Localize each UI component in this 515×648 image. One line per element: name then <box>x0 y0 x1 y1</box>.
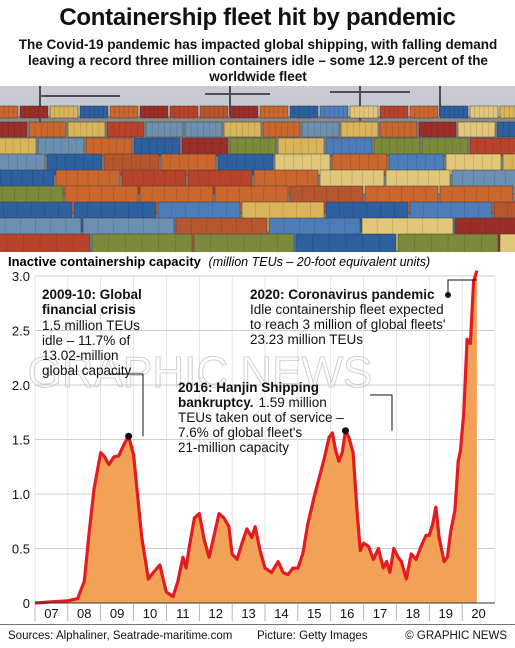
y-tick-label: 1.0 <box>12 487 30 502</box>
container-box <box>499 105 515 119</box>
annotation-line: TEUs taken out of service – <box>178 410 344 425</box>
container-box <box>439 105 469 119</box>
annotation-heading: bankruptcy. 1.59 million <box>178 395 327 410</box>
x-tick-label: 12 <box>208 606 222 621</box>
x-tick-label: 11 <box>176 606 190 621</box>
x-tick-label: 18 <box>406 606 420 621</box>
container-box <box>397 233 499 252</box>
subheadline: The Covid-19 pandemic has impacted globa… <box>18 37 498 84</box>
annotation-line: 7.6% of global fleet's <box>178 425 302 440</box>
annotation-line: Idle containership fleet expected <box>250 302 444 317</box>
container-box <box>457 121 496 138</box>
container-box <box>229 105 259 119</box>
annotation-leader <box>370 394 393 431</box>
y-tick-label: 0.5 <box>12 542 30 557</box>
container-box <box>496 121 515 138</box>
annotation-leader <box>110 373 144 437</box>
sources-credit: Sources: Alphaliner, Seatrade-maritime.c… <box>8 630 233 642</box>
x-tick-label: 07 <box>44 606 58 621</box>
container-box <box>28 121 67 138</box>
container-box <box>91 233 193 252</box>
container-box <box>139 105 169 119</box>
annotation-heading: 2016: Hanjin Shipping <box>178 380 319 395</box>
container-box <box>349 105 379 119</box>
container-box <box>79 105 109 119</box>
container-box <box>289 105 319 119</box>
annotation-leader <box>447 279 477 294</box>
annotation-line: 21-million capacity <box>178 440 289 455</box>
container-box <box>106 121 145 138</box>
x-tick-label: 16 <box>340 606 354 621</box>
annotation-marker <box>342 427 349 435</box>
chart-title-main: Inactive containership capacity <box>8 254 202 269</box>
chart-title: Inactive containership capacity (million… <box>8 254 430 269</box>
x-tick-label: 15 <box>307 606 321 621</box>
container-box <box>145 121 184 138</box>
annotation-line: global capacity <box>42 363 132 378</box>
container-box <box>295 233 397 252</box>
x-tick-label: 13 <box>241 606 255 621</box>
chart-unit-note: (million TEUs – 20-foot equivalent units… <box>209 255 431 269</box>
x-tick-label: 20 <box>471 606 485 621</box>
container-box <box>67 121 106 138</box>
y-tick-label: 2.0 <box>12 378 30 393</box>
container-box <box>379 121 418 138</box>
container-box <box>0 121 28 138</box>
container-box <box>0 105 19 119</box>
container-box <box>379 105 409 119</box>
container-box <box>499 233 515 252</box>
container-box <box>340 121 379 138</box>
annotation-heading: financial crisis <box>42 302 136 317</box>
container-box <box>319 105 349 119</box>
x-tick-label: 19 <box>438 606 452 621</box>
y-tick-label: 1.5 <box>12 433 30 448</box>
annotation-heading: 2020: Coronavirus pandemic <box>250 287 435 302</box>
graphic-news-credit: © GRAPHIC NEWS <box>405 630 507 642</box>
container-box <box>418 121 457 138</box>
container-box <box>19 105 49 119</box>
container-box <box>0 233 91 252</box>
footer: Sources: Alphaliner, Seatrade-maritime.c… <box>0 624 515 648</box>
container-box <box>259 105 289 119</box>
x-tick-label: 17 <box>373 606 387 621</box>
annotation-line: to reach 3 million of global fleets' <box>250 317 445 332</box>
capacity-line <box>34 270 479 605</box>
y-tick-label: 0 <box>23 596 30 611</box>
x-tick-label: 08 <box>77 606 91 621</box>
container-box <box>199 105 229 119</box>
annotation-line: 23.23 million TEUs <box>250 332 363 347</box>
annotation-line: 13.02-million <box>42 348 119 363</box>
container-box <box>49 105 79 119</box>
container-box <box>109 105 139 119</box>
x-tick-label: 14 <box>274 606 288 621</box>
annotation-marker <box>445 292 451 298</box>
container-box <box>193 233 295 252</box>
container-box <box>469 105 499 119</box>
container-box <box>223 121 262 138</box>
picture-credit: Picture: Getty Images <box>257 630 368 642</box>
capacity-chart: Inactive containership capacity (million… <box>0 252 515 624</box>
container-box <box>262 121 301 138</box>
x-tick-label: 09 <box>110 606 124 621</box>
y-tick-label: 2.5 <box>12 324 30 339</box>
container-box <box>409 105 439 119</box>
x-tick-label: 10 <box>143 606 157 621</box>
container-port-photo <box>0 86 515 252</box>
container-box <box>184 121 223 138</box>
annotation-line: idle – 11.7% of <box>42 333 131 348</box>
container-box <box>421 137 469 157</box>
annotation-marker <box>125 432 133 440</box>
container-box <box>169 105 199 119</box>
y-tick-label: 3.0 <box>12 269 30 284</box>
annotation-line: 1.5 million TEUs <box>42 318 140 333</box>
watermark: GRAPHIC NEWS <box>28 348 373 397</box>
headline: Containership fleet hit by pandemic <box>59 4 456 31</box>
container-box <box>301 121 340 138</box>
annotation-heading: 2009-10: Global <box>42 287 142 302</box>
